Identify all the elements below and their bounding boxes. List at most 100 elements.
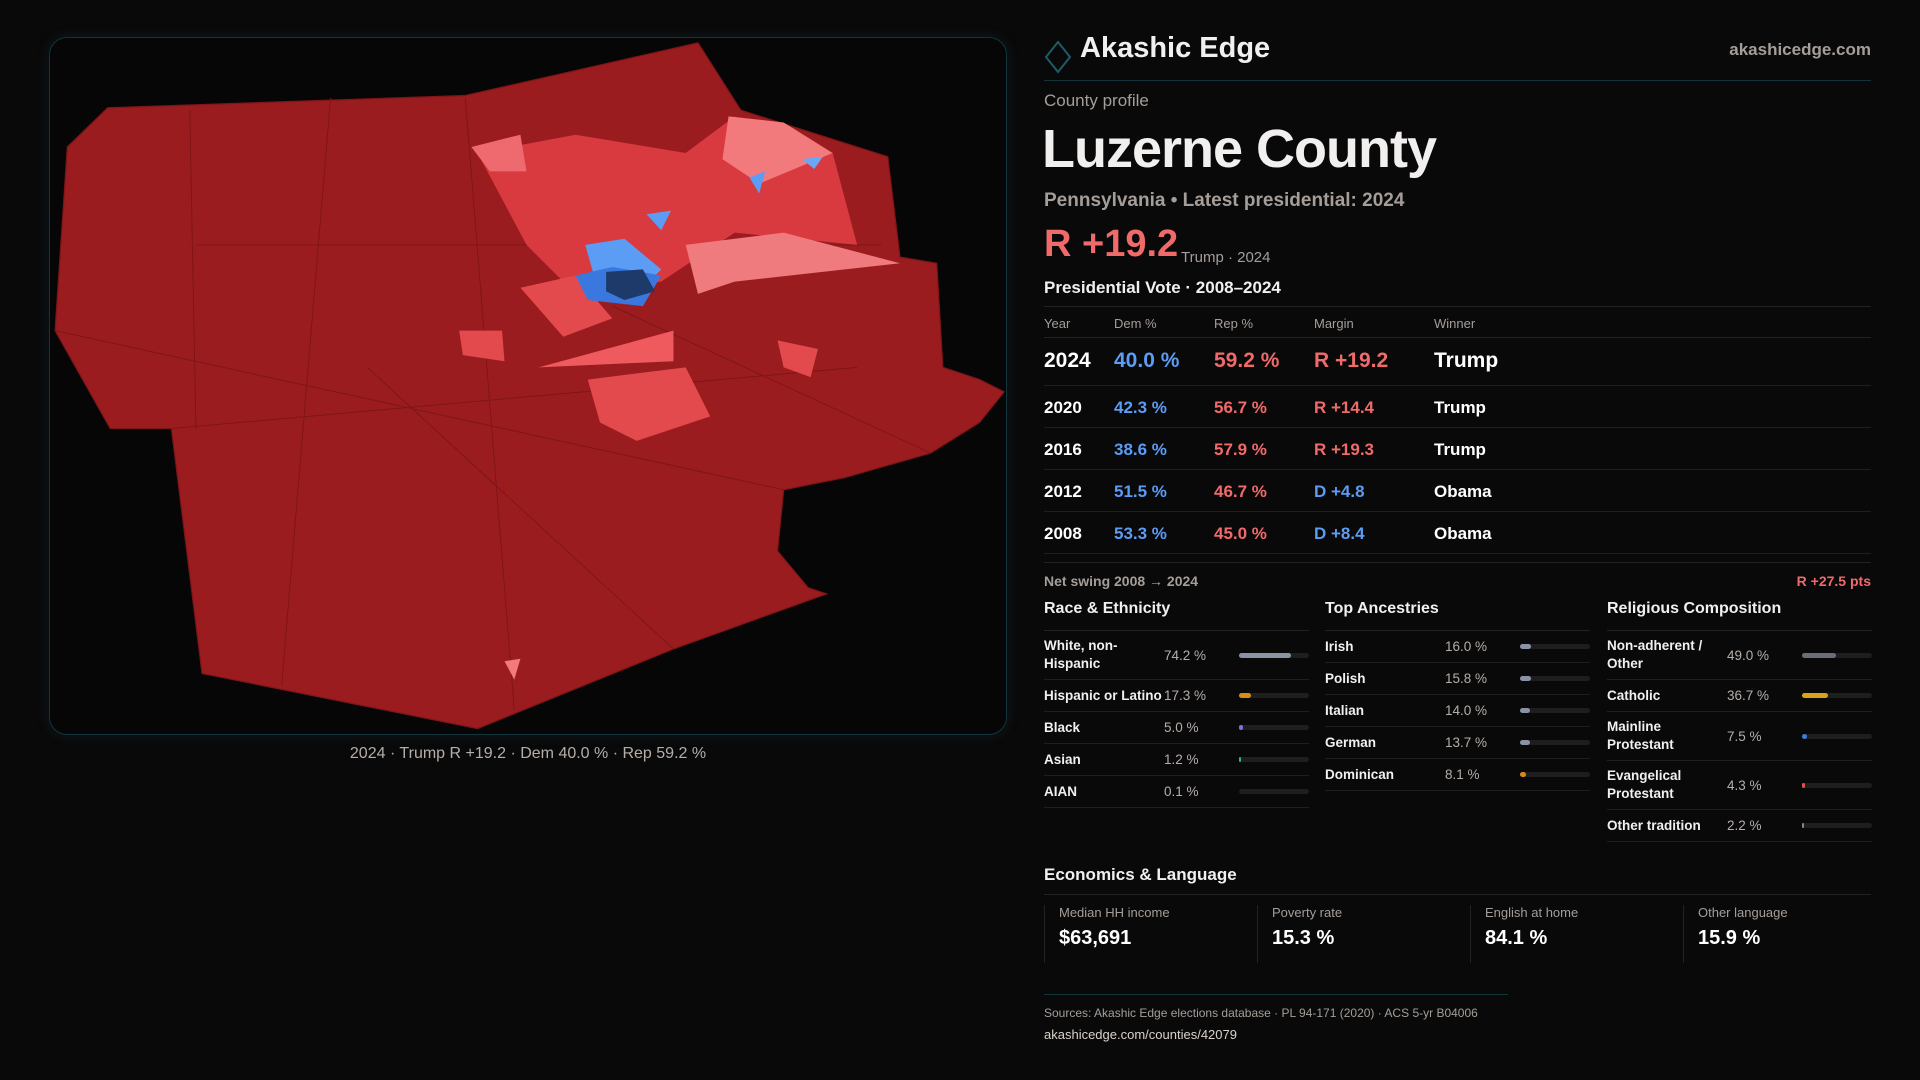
item-value: 5.0 %: [1164, 720, 1199, 735]
race-heading: Race & Ethnicity: [1044, 600, 1309, 631]
item-bar: [1520, 644, 1590, 649]
religion-section: Religious Composition Non-adherent / Othe…: [1607, 600, 1872, 842]
race-item: Black 5.0 %: [1044, 712, 1309, 744]
item-bar-fill: [1520, 740, 1530, 745]
margin: R +19.3: [1314, 440, 1375, 459]
ancestry-item: Italian 14.0 %: [1325, 695, 1590, 727]
col-winner: Winner: [1434, 316, 1476, 331]
year: 2008: [1044, 524, 1082, 543]
rep-pct: 46.7 %: [1214, 482, 1267, 501]
item-label: Polish: [1325, 670, 1366, 686]
item-bar-fill: [1802, 782, 1805, 788]
year: 2012: [1044, 482, 1082, 501]
ancestry-item: Dominican 8.1 %: [1325, 759, 1590, 791]
item-value: 36.7 %: [1727, 688, 1770, 703]
item-label: Irish: [1325, 638, 1354, 654]
swing-label: Net swing 2008 → 2024: [1044, 573, 1199, 589]
item-bar: [1239, 789, 1309, 794]
item-bar-fill: [1520, 644, 1532, 649]
item-bar: [1802, 782, 1872, 788]
diamond-logo-icon: [1044, 40, 1072, 74]
item-bar-fill: [1802, 652, 1837, 658]
col-margin: Margin: [1314, 316, 1354, 331]
winner: Trump: [1434, 349, 1499, 372]
dem-pct: 40.0 %: [1114, 349, 1180, 372]
religion-heading: Religious Composition: [1607, 600, 1872, 631]
rep-pct: 57.9 %: [1214, 440, 1267, 459]
rep-pct: 45.0 %: [1214, 524, 1267, 543]
subtitle: Pennsylvania • Latest presidential: 2024: [1044, 190, 1405, 211]
item-label: Hispanic or Latino: [1044, 687, 1162, 703]
headline-margin: R +19.2: [1044, 223, 1179, 265]
item-label: Other tradition: [1607, 817, 1701, 833]
col-year: Year: [1044, 316, 1071, 331]
page-title: Luzerne County: [1042, 119, 1437, 179]
item-label: Evangelical Protestant: [1607, 768, 1682, 801]
stat-other-language: Other language 15.9 %: [1683, 905, 1888, 963]
item-bar: [1520, 676, 1590, 681]
col-dem: Dem %: [1114, 316, 1157, 331]
item-value: 14.0 %: [1445, 703, 1488, 718]
item-label: Mainline Protestant: [1607, 719, 1674, 752]
item-value: 74.2 %: [1164, 647, 1207, 663]
item-value: 4.3 %: [1727, 777, 1762, 793]
winner: Obama: [1434, 524, 1492, 543]
precinct-r-light: [504, 658, 521, 680]
item-bar-fill: [1239, 652, 1291, 658]
item-bar-fill: [1802, 823, 1805, 828]
kicker: County profile: [1044, 91, 1149, 110]
swing-value: R +27.5 pts: [1796, 573, 1871, 589]
item-bar-fill: [1239, 757, 1242, 762]
margin: R +14.4: [1314, 398, 1375, 417]
margin-note: Trump · 2024: [1181, 249, 1271, 266]
item-bar: [1802, 823, 1872, 828]
precinct-r-light: [722, 116, 833, 184]
county-url[interactable]: akashicedge.com/counties/42079: [1044, 1027, 1237, 1042]
vote-row: 2024 40.0 % 59.2 % R +19.2 Trump: [1044, 337, 1871, 386]
site-link[interactable]: akashicedge.com: [1729, 40, 1871, 59]
ancestry-section: Top Ancestries Irish 16.0 % Polish 15.8 % Ita…: [1325, 600, 1590, 791]
item-bar: [1802, 733, 1872, 739]
ancestry-item: Polish 15.8 %: [1325, 663, 1590, 695]
winner: Trump: [1434, 440, 1486, 459]
item-bar-fill: [1239, 693, 1252, 698]
item-label: Dominican: [1325, 766, 1395, 782]
religion-item: Evangelical Protestant 4.3 %: [1607, 761, 1872, 810]
precinct-r-light: [685, 232, 900, 294]
item-bar: [1802, 693, 1872, 698]
item-label: Black: [1044, 719, 1081, 735]
year: 2016: [1044, 440, 1082, 459]
item-label: Italian: [1325, 702, 1365, 718]
precinct-d-light: [749, 171, 766, 194]
margin: D +4.8: [1314, 482, 1365, 501]
vote-row: 2016 38.6 % 57.9 % R +19.3 Trump: [1044, 428, 1871, 470]
vote-row: 2012 51.5 % 46.7 % D +4.8 Obama: [1044, 470, 1871, 512]
rep-pct: 56.7 %: [1214, 398, 1267, 417]
item-bar-fill: [1802, 733, 1808, 739]
precinct-d-dark: [606, 269, 656, 300]
margin: D +8.4: [1314, 524, 1365, 543]
year: 2024: [1044, 349, 1091, 372]
economics-heading: Economics & Language: [1044, 865, 1237, 884]
item-value: 8.1 %: [1445, 767, 1480, 782]
stat-poverty: Poverty rate 15.3 %: [1257, 905, 1462, 963]
precinct-d-light: [646, 210, 672, 231]
precinct-r-light: [471, 134, 527, 172]
margin: R +19.2: [1314, 349, 1389, 372]
religion-item: Non-adherent / Other 49.0 %: [1607, 631, 1872, 680]
item-bar: [1239, 757, 1309, 762]
item-label: Catholic: [1607, 687, 1661, 703]
ancestry-heading: Top Ancestries: [1325, 600, 1590, 631]
stat-english: English at home 84.1 %: [1470, 905, 1675, 963]
item-label: Non-adherent / Other: [1607, 638, 1703, 671]
stat-income: Median HH income $63,691: [1044, 905, 1249, 963]
item-bar: [1520, 772, 1590, 777]
item-bar: [1239, 725, 1309, 730]
item-bar-fill: [1520, 676, 1532, 681]
col-rep: Rep %: [1214, 316, 1254, 331]
item-value: 7.5 %: [1727, 728, 1762, 744]
item-bar: [1239, 652, 1309, 658]
precinct-r-medium: [459, 330, 505, 362]
item-bar-fill: [1520, 772, 1526, 777]
